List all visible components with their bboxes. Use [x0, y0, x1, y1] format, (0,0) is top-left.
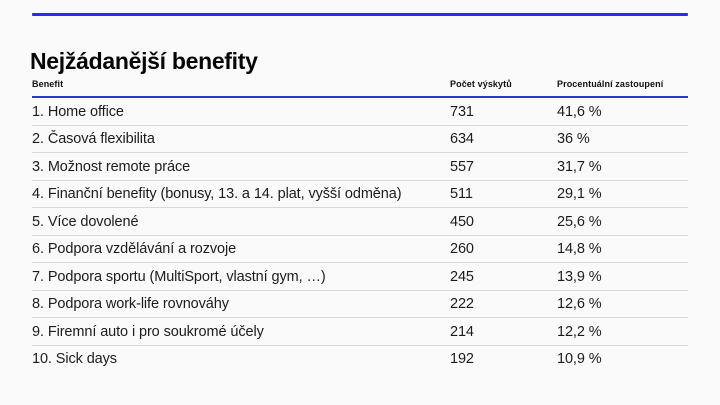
benefit-cell: 1. Home office — [32, 103, 124, 120]
count-cell: 214 — [450, 323, 474, 340]
percent-cell: 13,9 % — [557, 268, 602, 285]
benefit-cell: 9. Firemní auto i pro soukromé účely — [32, 323, 264, 340]
benefit-cell: 7. Podpora sportu (MultiSport, vlastní g… — [32, 268, 326, 285]
benefit-cell: 8. Podpora work-life rovnováhy — [32, 296, 229, 313]
table-row: 1. Home office 731 41,6 % — [32, 98, 688, 126]
table-row: 9. Firemní auto i pro soukromé účely 214 1… — [32, 318, 688, 346]
column-header-benefit: Benefit — [32, 79, 64, 89]
column-header-count: Počet výskytů — [450, 79, 512, 89]
benefit-cell: 5. Více dovolené — [32, 213, 139, 230]
table-body: 1. Home office 731 41,6 % 2. Časová flexibi… — [32, 98, 688, 372]
percent-cell: 12,6 % — [557, 296, 602, 313]
table-row: 6. Podpora vzdělávání a rozvoje 260 14,8 % — [32, 236, 688, 263]
percent-cell: 25,6 % — [557, 213, 602, 230]
table-row: 7. Podpora sportu (MultiSport, vlastní g… — [32, 263, 688, 291]
page-title: Nejžádanější benefity — [30, 48, 258, 75]
column-header-percent: Procentuální zastoupení — [557, 79, 664, 89]
table-row: 10. Sick days 192 10,9 % — [32, 346, 688, 373]
benefit-cell: 4. Finanční benefity (bonusy, 13. a 14. … — [32, 186, 402, 203]
count-cell: 511 — [450, 186, 473, 203]
benefit-cell: 6. Podpora vzdělávání a rozvoje — [32, 241, 237, 258]
top-accent-rule — [32, 13, 688, 16]
count-cell: 634 — [450, 131, 474, 148]
count-cell: 450 — [450, 213, 474, 230]
percent-cell: 36 % — [557, 131, 590, 148]
table-header-row: Benefit Počet výskytů Procentuální zasto… — [32, 79, 688, 98]
table-row: 8. Podpora work-life rovnováhy 222 12,6 % — [32, 291, 688, 318]
count-cell: 192 — [450, 351, 474, 368]
count-cell: 260 — [450, 241, 474, 258]
benefit-cell: 10. Sick days — [32, 351, 117, 368]
benefits-table: Benefit Počet výskytů Procentuální zasto… — [32, 79, 688, 372]
benefit-cell: 3. Možnost remote práce — [32, 158, 191, 175]
table-row: 4. Finanční benefity (bonusy, 13. a 14. … — [32, 181, 688, 208]
percent-cell: 14,8 % — [557, 241, 602, 258]
count-cell: 222 — [450, 296, 474, 313]
percent-cell: 29,1 % — [557, 186, 602, 203]
percent-cell: 10,9 % — [557, 351, 602, 368]
table-row: 2. Časová flexibilita 634 36 % — [32, 126, 688, 153]
table-row: 3. Možnost remote práce 557 31,7 % — [32, 153, 688, 181]
percent-cell: 31,7 % — [557, 158, 602, 175]
benefit-cell: 2. Časová flexibilita — [32, 131, 155, 148]
percent-cell: 41,6 % — [557, 103, 602, 120]
count-cell: 245 — [450, 268, 474, 285]
count-cell: 557 — [450, 158, 474, 175]
table-row: 5. Více dovolené 450 25,6 % — [32, 208, 688, 236]
percent-cell: 12,2 % — [557, 323, 602, 340]
count-cell: 731 — [450, 103, 474, 120]
